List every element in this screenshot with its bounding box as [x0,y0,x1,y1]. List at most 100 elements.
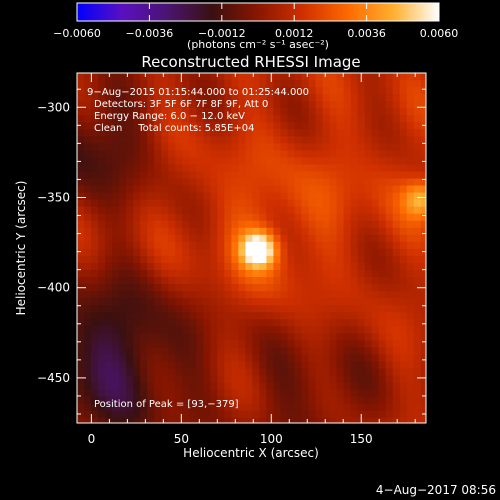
heatmap-cell [259,150,268,159]
heatmap-cell [98,220,106,229]
heatmap-cell [343,255,352,264]
heatmap-cell [385,150,394,159]
heatmap-cell [112,227,120,236]
heatmap-cell [77,312,85,320]
heatmap-cell [294,101,303,109]
heatmap-cell [182,129,190,137]
heatmap-cell [406,178,415,187]
heatmap-cell [84,410,92,419]
heatmap-cell [337,425,345,433]
heatmap-cell [147,164,155,173]
heatmap-cell [168,354,176,363]
heatmap-cell [399,157,408,166]
heatmap-cell [378,185,387,194]
heatmap-cell [428,235,436,243]
heatmap-cell [392,164,401,173]
heatmap-cell [189,298,197,306]
heatmap-cell [196,291,204,299]
heatmap-cell [259,262,268,271]
heatmap-cell [329,270,338,278]
heatmap-cell [385,241,394,250]
heatmap-cell [147,143,155,151]
heatmap-cell [252,108,261,116]
heatmap-cell [252,403,261,412]
heatmap-cell [406,80,415,88]
heatmap-cell [280,403,289,412]
heatmap-cell [224,375,232,384]
heatmap-cell [308,192,317,201]
heatmap-cell [350,178,359,187]
heatmap-cell [392,354,401,363]
heatmap-cell [385,368,394,377]
x-tick-label: 150 [350,432,373,446]
heatmap-cell [266,101,275,109]
heatmap-cell [119,80,127,88]
heatmap-cell [301,361,310,370]
heatmap-cell [266,185,275,194]
heatmap-cell [399,234,408,243]
heatmap-cell [210,375,218,384]
heatmap-cell [406,101,415,109]
heatmap-cell [168,129,176,137]
heatmap-cell [287,87,296,95]
heatmap-cell [238,185,246,194]
heatmap-cell [91,389,99,398]
heatmap-cell [126,262,134,271]
heatmap-cell [301,234,310,243]
heatmap-cell [259,213,268,222]
heatmap-cell [182,234,190,243]
heatmap-cell [428,277,436,285]
heatmap-cell [77,227,85,236]
heatmap-cell [308,185,317,194]
heatmap-cell [196,375,204,384]
heatmap-cell [294,206,303,215]
heatmap-cell [322,248,331,257]
heatmap-cell [357,178,366,187]
heatmap-cell [322,375,331,384]
heatmap-cell [175,375,183,384]
heatmap-cell [224,354,232,363]
heatmap-cell [343,213,352,222]
heatmap-cell [161,73,169,81]
heatmap-cell [84,277,92,285]
heatmap-cell [203,136,211,144]
heatmap-cell [364,368,373,377]
heatmap-cell [217,108,225,116]
heatmap-cell [252,319,261,327]
heatmap-cell [98,396,106,405]
heatmap-cell [147,270,155,278]
heatmap-cell [322,115,331,123]
heatmap-cell [154,417,162,423]
heatmap-cell [203,354,211,363]
heatmap-cell [140,340,148,349]
heatmap-cell [280,171,289,180]
heatmap-cell [91,206,99,215]
heatmap-cell [182,354,190,363]
heatmap-cell [91,354,99,363]
heatmap-cell [161,136,169,144]
heatmap-cell [203,164,211,173]
heatmap-cell [280,164,289,173]
heatmap-cell [105,171,113,180]
heatmap-cell [280,375,289,384]
heatmap-cell [252,213,261,222]
heatmap-cell [343,382,352,391]
heatmap-cell [84,284,92,292]
heatmap-cell [105,347,113,356]
plot-area: 0 50 100 150 −300−350−400−450 [37,72,436,446]
heatmap-cell [238,312,246,320]
heatmap-cell [266,192,275,201]
heatmap-cell [238,164,246,173]
heatmap-cell [154,389,162,398]
heatmap-cell [287,80,296,88]
heatmap-cell [140,157,148,166]
heatmap-cell [217,115,225,123]
heatmap-cell [371,298,380,306]
heatmap-cell [406,319,415,327]
heatmap-cell [343,87,352,95]
heatmap-cell [182,375,190,384]
heatmap-cell [350,87,359,95]
heatmap-cell [119,410,127,419]
heatmap-cell [336,248,345,257]
